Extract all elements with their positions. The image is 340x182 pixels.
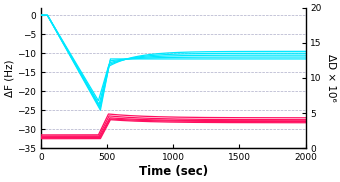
X-axis label: Time (sec): Time (sec) <box>139 165 208 178</box>
Y-axis label: ΔF (Hz): ΔF (Hz) <box>4 59 14 97</box>
Y-axis label: ΔD × 10⁶: ΔD × 10⁶ <box>326 54 336 102</box>
